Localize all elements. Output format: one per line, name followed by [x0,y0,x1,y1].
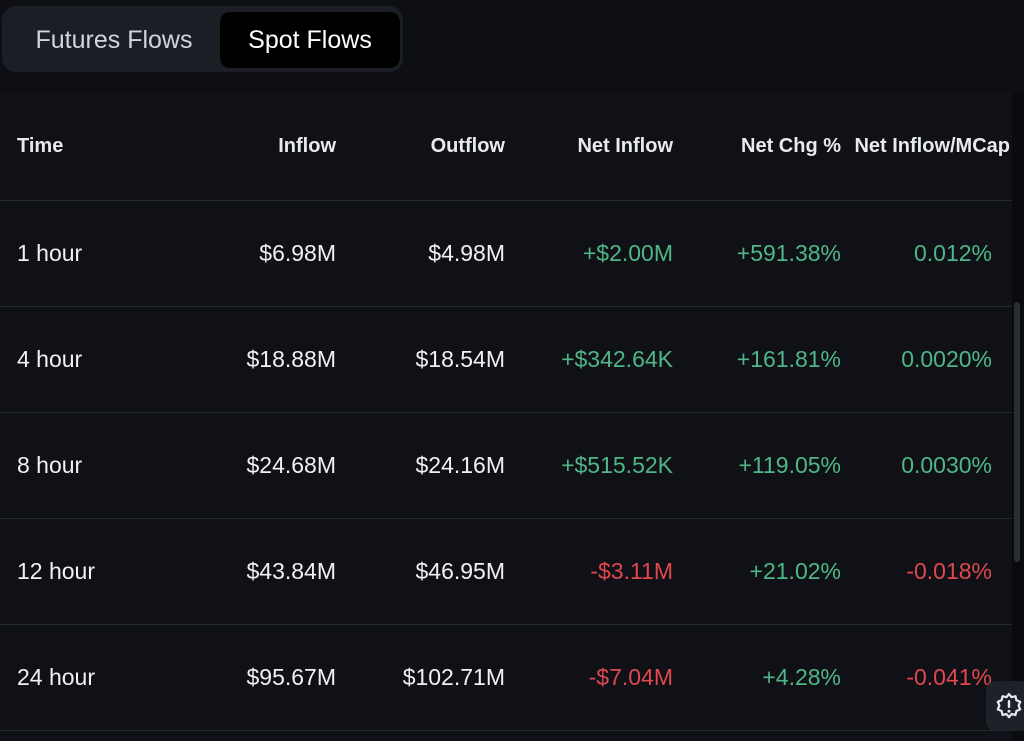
time-cell: 24 hour [17,664,96,690]
table-scrollbar[interactable] [1012,92,1024,741]
header-outflow[interactable]: Outflow [430,134,505,157]
header-net-inflow[interactable]: Net Inflow [577,134,673,157]
net-chg-cell: +591.38% [736,240,841,266]
outflow-cell: $46.95M [415,558,505,584]
net-inflow-mcap-cell: -0.018% [906,558,992,584]
outflow-cell: $24.16M [415,452,505,478]
settings-alert-button[interactable] [986,681,1024,731]
time-cell: 1 hour [17,240,83,266]
outflow-cell: $4.98M [428,240,505,266]
net-inflow-cell: +$515.52K [561,452,673,478]
time-cell: 12 hour [17,558,96,584]
net-inflow-mcap-cell: 0.0030% [901,452,992,478]
flow-type-tabs: Futures Flows Spot Flows [2,6,403,72]
outflow-cell: $102.71M [402,664,505,690]
inflow-cell: $43.84M [246,558,336,584]
net-inflow-mcap-cell: 0.012% [913,240,992,266]
inflow-cell: $6.98M [259,240,336,266]
net-inflow-cell: -$3.11M [590,558,673,584]
net-inflow-mcap-cell: 0.0020% [901,346,992,372]
outflow-cell: $18.54M [415,346,505,372]
net-chg-cell: +161.81% [736,346,841,372]
table-row: 4 hour $18.88M $18.54M +$342.64K +161.81… [0,307,1012,413]
header-net-chg[interactable]: Net Chg % [741,134,841,157]
net-inflow-mcap-cell: -0.041% [906,664,992,690]
header-time[interactable]: Time [17,134,64,157]
table-row: 24 hour $95.67M $102.71M -$7.04M +4.28% … [0,625,1012,731]
header-inflow[interactable]: Inflow [278,134,336,157]
inflow-cell: $95.67M [246,664,336,690]
net-chg-cell: +21.02% [749,558,841,584]
scrollbar-thumb[interactable] [1014,302,1020,562]
flows-table: Time Inflow Outflow Net Inflow Net Chg %… [0,92,1012,741]
time-cell: 4 hour [17,346,83,372]
net-inflow-cell: +$342.64K [561,346,673,372]
header-net-inflow-mcap[interactable]: Net Inflow/MCap [854,134,1010,157]
table-row: 1 hour $6.98M $4.98M +$2.00M +591.38% 0.… [0,201,1012,307]
net-inflow-cell: +$2.00M [582,240,673,266]
net-inflow-cell: -$7.04M [588,664,673,690]
settings-alert-icon [996,692,1022,719]
table-row: 12 hour $43.84M $46.95M -$3.11M +21.02% … [0,519,1012,625]
net-chg-cell: +119.05% [738,452,841,478]
table-row: 8 hour $24.68M $24.16M +$515.52K +119.05… [0,413,1012,519]
tab-futures-flows[interactable]: Futures Flows [35,26,193,54]
inflow-cell: $24.68M [246,452,336,478]
net-chg-cell: +4.28% [762,664,841,690]
table-header-row: Time Inflow Outflow Net Inflow Net Chg %… [0,92,1012,201]
tab-spot-flows[interactable]: Spot Flows [220,12,400,68]
inflow-cell: $18.88M [246,346,336,372]
time-cell: 8 hour [17,452,83,478]
